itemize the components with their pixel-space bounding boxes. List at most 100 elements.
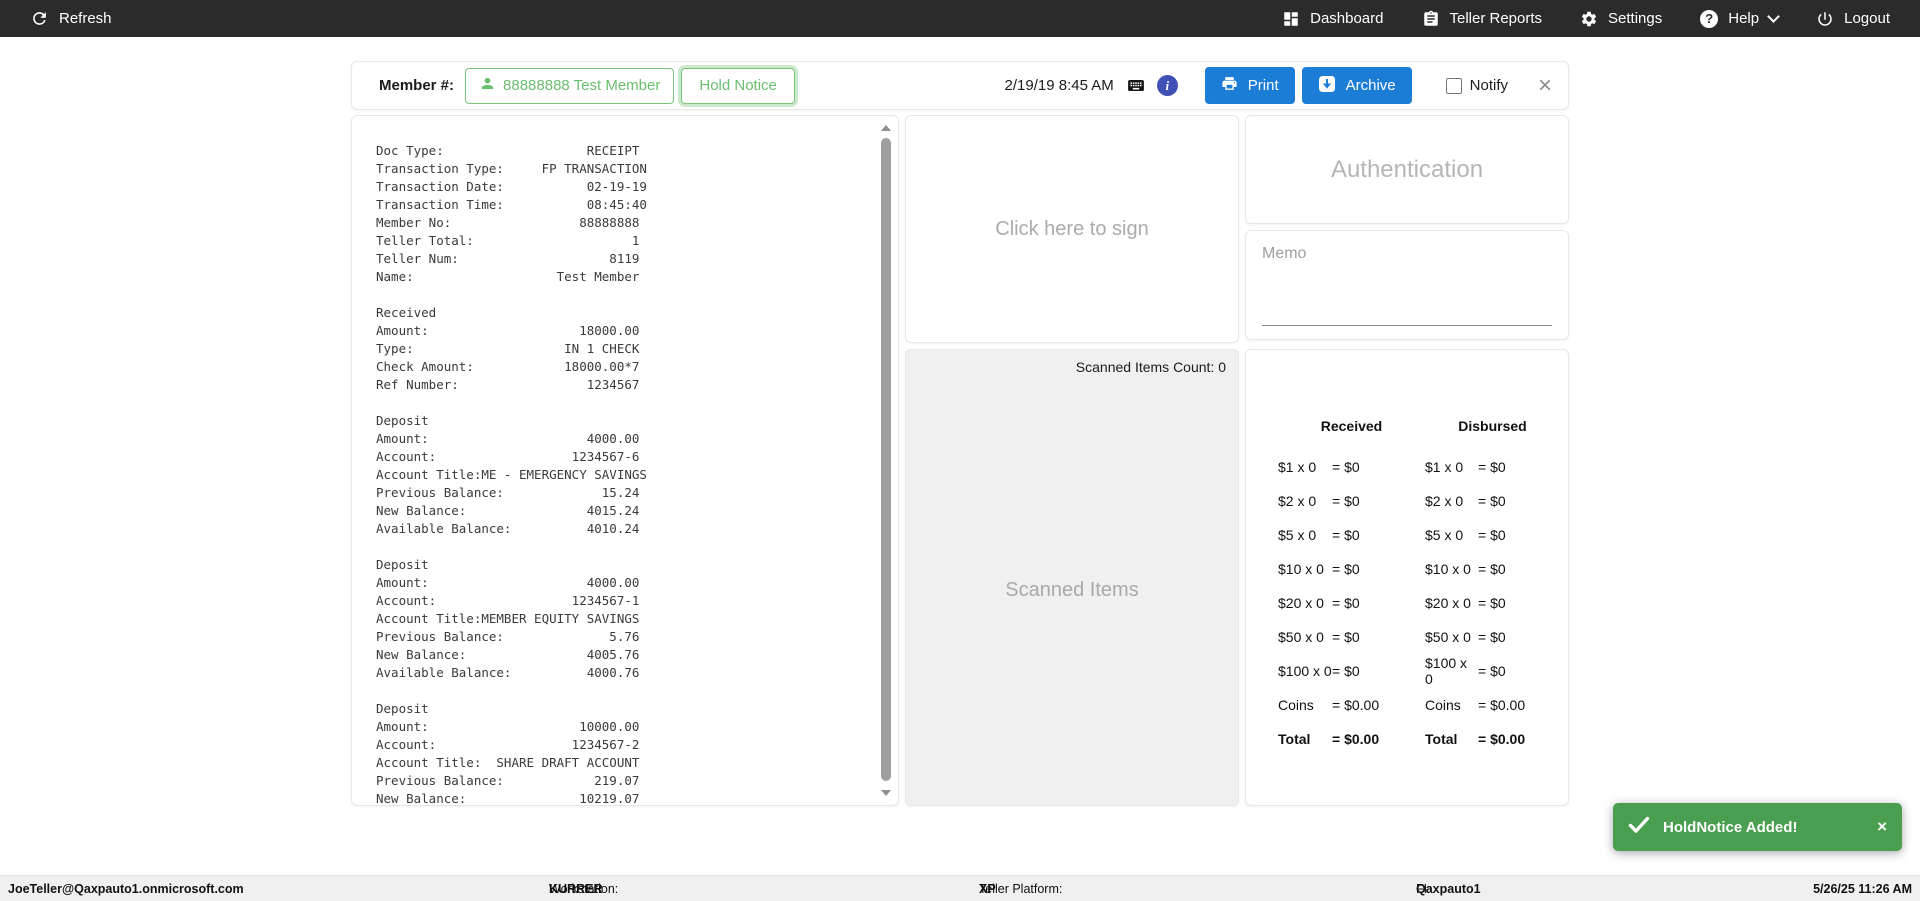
archive-button[interactable]: Archive <box>1301 67 1412 104</box>
denom-value: = $0 <box>1332 493 1360 509</box>
top-nav-bar: Refresh Dashboard Teller Reports Setting… <box>0 0 1920 37</box>
logged-in-user: JoeTeller@Qaxpauto1.onmicrosoft.com <box>8 881 244 896</box>
denom-label: $1 x 0 <box>1278 459 1317 475</box>
receipt-scrollbar[interactable] <box>879 121 893 800</box>
denom-total-value: = $0.00 <box>1332 731 1380 747</box>
settings-label: Settings <box>1608 10 1663 27</box>
denom-value: = $0 <box>1478 459 1506 475</box>
denom-value: = $0 <box>1478 663 1506 679</box>
gear-icon <box>1580 10 1598 28</box>
denom-label: $1 x 0 <box>1425 459 1464 475</box>
refresh-label: Refresh <box>59 10 112 27</box>
scroll-up-arrow-icon[interactable] <box>881 125 891 131</box>
fi-status: FI: Qaxpauto1 <box>1416 882 1481 896</box>
scrollbar-thumb[interactable] <box>881 138 891 781</box>
authentication-panel[interactable]: Authentication <box>1245 115 1569 224</box>
person-icon <box>479 75 496 96</box>
denom-value: = $0 <box>1478 595 1506 611</box>
denom-label: $2 x 0 <box>1425 493 1464 509</box>
toast-close-icon[interactable]: × <box>1877 817 1887 836</box>
scanned-items-count: Scanned Items Count: 0 <box>1075 359 1226 375</box>
teller-reports-label: Teller Reports <box>1449 10 1543 27</box>
denom-value: = $0 <box>1478 493 1506 509</box>
logout-label: Logout <box>1844 10 1890 27</box>
member-button-label: 88888888 Test Member <box>503 77 661 94</box>
notify-toggle[interactable]: Notify <box>1445 77 1508 94</box>
denom-label: $20 x 0 <box>1425 595 1471 611</box>
denom-value: = $0 <box>1332 459 1360 475</box>
denom-value: = $0 <box>1478 629 1506 645</box>
signature-pad[interactable]: Click here to sign <box>905 115 1239 343</box>
denom-value: = $0.00 <box>1478 697 1526 713</box>
notify-label: Notify <box>1469 77 1508 94</box>
scanned-items-placeholder: Scanned Items <box>1005 578 1139 601</box>
memo-panel[interactable]: Memo <box>1245 230 1569 340</box>
workstation-status: Workstation: KURRER <box>549 881 618 896</box>
denom-label: $10 x 0 <box>1278 561 1324 577</box>
refresh-icon <box>30 9 49 28</box>
received-header: Received <box>1320 418 1383 434</box>
print-label: Print <box>1247 77 1279 94</box>
nav-help[interactable]: ? Help <box>1700 9 1780 28</box>
denom-value: = $0 <box>1332 629 1360 645</box>
denom-label: $2 x 0 <box>1278 493 1317 509</box>
receipt-panel[interactable]: Doc Type: RECEIPT Transaction Type: FP T… <box>351 115 899 806</box>
hold-notice-label: Hold Notice <box>699 77 777 94</box>
denom-label: $50 x 0 <box>1425 629 1471 645</box>
clipboard-icon <box>1422 10 1440 28</box>
dashboard-label: Dashboard <box>1310 10 1384 27</box>
notify-checkbox[interactable] <box>1445 77 1462 94</box>
denom-value: = $0 <box>1332 663 1360 679</box>
refresh-button[interactable]: Refresh <box>30 9 112 28</box>
receipt-text: Doc Type: RECEIPT Transaction Type: FP T… <box>376 143 647 806</box>
denom-value: = $0 <box>1478 561 1506 577</box>
nav-teller-reports[interactable]: Teller Reports <box>1422 10 1543 28</box>
scanned-items-panel[interactable]: Scanned Items Count: 0 Scanned Items <box>905 349 1239 806</box>
signature-placeholder: Click here to sign <box>995 217 1149 240</box>
denom-label: $5 x 0 <box>1278 527 1317 543</box>
close-icon[interactable]: × <box>1537 71 1552 99</box>
archive-icon <box>1318 75 1336 97</box>
memo-input-underline[interactable] <box>1262 325 1552 326</box>
platform-label: Teller Platform: <box>979 881 1063 896</box>
archive-label: Archive <box>1345 77 1396 94</box>
denom-value: = $0 <box>1478 527 1506 543</box>
workstation-value: KURRER <box>549 881 603 896</box>
denom-label: $10 x 0 <box>1425 561 1471 577</box>
nav-logout[interactable]: Logout <box>1816 10 1890 28</box>
denom-value: = $0.00 <box>1332 697 1380 713</box>
printer-icon <box>1221 75 1238 96</box>
help-label: Help <box>1728 10 1760 27</box>
denom-label: $50 x 0 <box>1278 629 1324 645</box>
disbursed-header: Disbursed <box>1458 418 1527 434</box>
denominations-table: Received Disbursed $1 x 0 = $0 $1 x 0 = … <box>1278 418 1560 756</box>
platform-value: XP <box>979 881 996 896</box>
keyboard-icon[interactable] <box>1124 76 1148 95</box>
denom-total-label: Total <box>1425 731 1458 747</box>
member-header-bar: Member #: 88888888 Test Member Hold Noti… <box>351 61 1569 110</box>
authentication-placeholder: Authentication <box>1330 155 1484 183</box>
nav-settings[interactable]: Settings <box>1580 10 1662 28</box>
print-button[interactable]: Print <box>1204 67 1295 104</box>
hold-notice-button[interactable]: Hold Notice <box>681 67 795 104</box>
dashboard-icon <box>1282 10 1300 28</box>
denom-label: $100 x 0 <box>1425 655 1468 687</box>
fi-label: FI: <box>1416 881 1431 896</box>
scroll-down-arrow-icon[interactable] <box>881 790 891 796</box>
denom-total-value: = $0.00 <box>1478 731 1526 747</box>
member-button[interactable]: 88888888 Test Member <box>465 67 675 104</box>
status-datetime: 5/26/25 11:26 AM <box>1813 881 1912 896</box>
info-icon[interactable]: i <box>1156 75 1178 96</box>
chevron-down-icon <box>1767 10 1780 23</box>
denom-value: = $0 <box>1332 527 1360 543</box>
workstation-label: Workstation: <box>549 881 619 896</box>
nav-dashboard[interactable]: Dashboard <box>1282 10 1384 28</box>
denom-label: Coins <box>1278 697 1314 713</box>
help-icon: ? <box>1700 9 1719 28</box>
denom-label: $20 x 0 <box>1278 595 1324 611</box>
member-number-label: Member #: <box>379 77 455 94</box>
denom-label: Coins <box>1425 697 1461 713</box>
denom-value: = $0 <box>1332 595 1360 611</box>
status-bar: JoeTeller@Qaxpauto1.onmicrosoft.com Work… <box>0 875 1920 901</box>
memo-placeholder: Memo <box>1262 245 1307 262</box>
